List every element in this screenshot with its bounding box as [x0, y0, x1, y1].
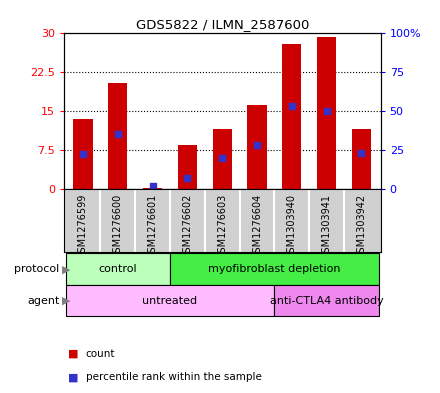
Text: anti-CTLA4 antibody: anti-CTLA4 antibody	[270, 296, 384, 306]
Bar	[213, 129, 232, 189]
Point	[114, 131, 121, 138]
Bar	[73, 119, 92, 189]
Text: myofibroblast depletion: myofibroblast depletion	[208, 264, 341, 274]
Text: ▶: ▶	[62, 296, 70, 306]
Bar	[178, 145, 197, 189]
Bar	[66, 285, 275, 316]
Text: protocol: protocol	[14, 264, 59, 274]
Text: GSM1303941: GSM1303941	[322, 194, 332, 259]
Bar	[170, 253, 379, 285]
Text: untreated: untreated	[143, 296, 198, 306]
Bar	[66, 253, 170, 285]
Bar	[352, 129, 371, 189]
Point	[80, 151, 87, 158]
Text: GSM1276600: GSM1276600	[113, 194, 123, 259]
Bar	[143, 188, 162, 189]
Point	[288, 103, 295, 110]
Bar	[317, 37, 336, 189]
Text: agent: agent	[27, 296, 59, 306]
Bar	[108, 83, 127, 189]
Text: control: control	[99, 264, 137, 274]
Text: GSM1303942: GSM1303942	[356, 194, 367, 259]
Point	[149, 183, 156, 189]
Point	[184, 174, 191, 181]
Bar	[247, 105, 267, 189]
Text: ■: ■	[68, 349, 79, 359]
Text: GSM1276604: GSM1276604	[252, 194, 262, 259]
Text: ▶: ▶	[62, 264, 70, 274]
Text: GSM1276601: GSM1276601	[147, 194, 158, 259]
Text: GSM1276603: GSM1276603	[217, 194, 227, 259]
Text: percentile rank within the sample: percentile rank within the sample	[86, 372, 262, 382]
Point	[323, 108, 330, 114]
Point	[253, 142, 260, 148]
Title: GDS5822 / ILMN_2587600: GDS5822 / ILMN_2587600	[136, 18, 309, 31]
Text: count: count	[86, 349, 115, 359]
Point	[358, 150, 365, 156]
Text: GSM1276602: GSM1276602	[183, 194, 192, 259]
Text: ■: ■	[68, 372, 79, 382]
Bar	[275, 285, 379, 316]
Text: GSM1303940: GSM1303940	[287, 194, 297, 259]
Text: GSM1276599: GSM1276599	[78, 194, 88, 259]
Bar	[282, 44, 301, 189]
Point	[219, 154, 226, 161]
